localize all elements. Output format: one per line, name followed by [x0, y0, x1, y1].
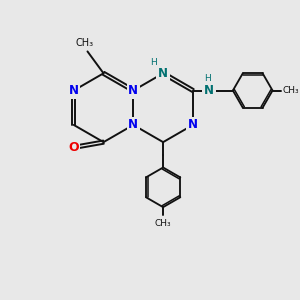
Text: H: H: [204, 74, 211, 83]
Text: CH₃: CH₃: [282, 86, 299, 95]
Text: O: O: [68, 142, 79, 154]
Text: H: H: [150, 58, 157, 67]
Text: N: N: [128, 118, 138, 131]
Text: CH₃: CH₃: [76, 38, 94, 48]
Text: N: N: [204, 84, 214, 97]
Text: CH₃: CH₃: [155, 219, 171, 228]
Text: N: N: [69, 84, 79, 97]
Text: N: N: [158, 67, 168, 80]
Text: N: N: [188, 118, 198, 131]
Text: N: N: [128, 84, 138, 97]
